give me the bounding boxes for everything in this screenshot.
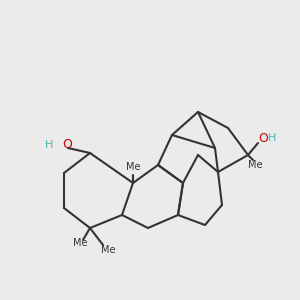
Text: Me: Me — [73, 238, 87, 248]
Text: O: O — [62, 139, 72, 152]
Text: H: H — [45, 140, 53, 150]
Text: O: O — [258, 131, 268, 145]
Text: H: H — [268, 133, 276, 143]
Text: Me: Me — [101, 245, 115, 255]
Text: Me: Me — [126, 162, 140, 172]
Text: Me: Me — [248, 160, 262, 170]
